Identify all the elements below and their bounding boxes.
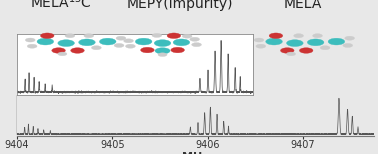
Text: MELA$^{13}$C: MELA$^{13}$C [30,0,92,11]
X-axis label: MHz: MHz [182,152,209,154]
Text: MELA: MELA [284,0,322,11]
Text: MEPY(impurity): MEPY(impurity) [127,0,233,11]
